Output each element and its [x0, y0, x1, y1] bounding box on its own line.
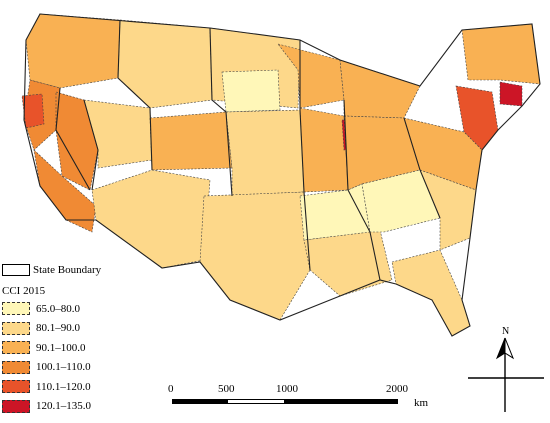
legend-class-label: 65.0–80.0 [36, 302, 80, 315]
region-central-plains [225, 109, 305, 197]
legend-class: 65.0–80.0 [2, 299, 152, 319]
region-northern-rockies [117, 19, 213, 109]
scale-bar: 0 500 1000 2000 km [166, 383, 430, 409]
state-boundary-line [117, 19, 153, 171]
state-boundary-line [23, 13, 541, 337]
legend-class-label: 110.1–120.0 [36, 380, 91, 393]
scale-label: 500 [218, 383, 235, 395]
legend-class: 110.1–120.0 [2, 377, 152, 397]
legend-title: CCI 2015 [2, 285, 46, 297]
scale-label: 1000 [276, 383, 298, 395]
region-boston-area [499, 81, 523, 107]
state-boundary-line [55, 87, 91, 191]
scale-unit: km [414, 397, 429, 409]
region-dakotas-east [221, 69, 281, 113]
legend-state-boundary: State Boundary [2, 262, 152, 278]
legend-class-label: 100.1–110.0 [36, 361, 91, 374]
region-florida [391, 249, 471, 337]
scale-label: 2000 [386, 383, 408, 395]
region-northeast [461, 23, 541, 85]
region-southeast-piedmont [361, 169, 441, 233]
legend-swatch [2, 399, 30, 413]
state-boundary-line [209, 27, 233, 197]
scale-segment [172, 399, 227, 404]
legend-class: 120.1–135.0 [2, 397, 152, 417]
legend-class-label: 120.1–135.0 [36, 400, 91, 413]
legend-swatch [2, 321, 30, 335]
legend-class: 80.1–90.0 [2, 319, 152, 339]
state-boundary-label: State Boundary [33, 264, 102, 276]
region-great-lakes-illinois [299, 107, 349, 193]
legend-class: 100.1–110.0 [2, 358, 152, 378]
region-southern-california [33, 149, 97, 233]
legend: State Boundary CCI 2015 65.0–80.0 80.1–9… [2, 262, 152, 416]
scale-label: 0 [168, 383, 174, 395]
region-central-colorado [149, 111, 233, 171]
legend-swatch [2, 302, 30, 316]
state-boundary-line [299, 40, 311, 271]
legend-class: 90.1–100.0 [2, 338, 152, 358]
legend-class-label: 90.1–100.0 [36, 341, 86, 354]
legend-class-label: 80.1–90.0 [36, 322, 80, 335]
legend-swatch [2, 380, 30, 394]
state-boundaries [23, 13, 541, 337]
state-boundary-line [83, 99, 99, 191]
north-arrow-graphic [468, 337, 544, 412]
state-boundary-line [403, 117, 441, 219]
region-bay-area [21, 93, 45, 129]
north-label: N [502, 326, 510, 337]
region-pacific-northwest [25, 13, 121, 89]
legend-swatch [2, 341, 30, 355]
region-wisconsin-michigan [339, 59, 421, 119]
state-boundary-line [343, 99, 381, 281]
state-boundary-swatch [2, 264, 30, 276]
region-gulf-coast [303, 229, 393, 297]
region-southwest-desert [91, 169, 211, 269]
region-texas [199, 191, 311, 321]
region-upper-midwest-minnesota [277, 43, 345, 109]
region-georgia-carolinas [419, 169, 477, 251]
scale-segment [227, 399, 285, 404]
legend-swatch [2, 360, 30, 374]
north-arrow: N [466, 326, 546, 412]
scale-segment [285, 399, 398, 404]
